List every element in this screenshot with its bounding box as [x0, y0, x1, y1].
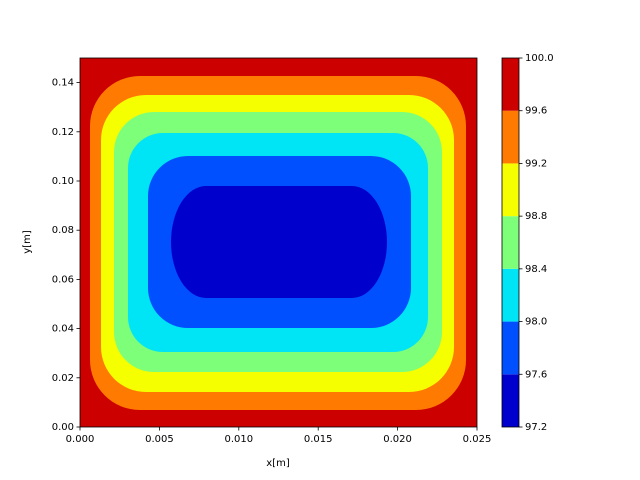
- colorbar-band: [502, 163, 519, 217]
- contour-region: [171, 186, 387, 298]
- x-tick-label: 0.010: [224, 434, 253, 445]
- colorbar-tick-label: 98.0: [525, 317, 547, 328]
- colorbar-tick-label: 98.8: [525, 211, 547, 222]
- colorbar-band: [502, 374, 519, 427]
- colorbar-tick-label: 100.0: [525, 53, 554, 64]
- y-tick-label: 0.10: [52, 176, 74, 187]
- colorbar-tick-label: 97.2: [525, 422, 547, 433]
- colorbar-band: [502, 58, 519, 111]
- x-tick-label: 0.025: [463, 434, 492, 445]
- plot-frame: [79, 57, 478, 428]
- colorbar-frame: [501, 57, 520, 428]
- y-tick-label: 0.12: [52, 127, 74, 138]
- colorbar-band: [502, 216, 519, 269]
- colorbar-tick-label: 99.6: [525, 106, 547, 117]
- x-axis-label: x[m]: [266, 458, 290, 469]
- x-tick-label: 0.015: [304, 434, 333, 445]
- colorbar-tick-label: 97.6: [525, 369, 547, 380]
- colorbar-tick-label: 99.2: [525, 158, 547, 169]
- y-tick-label: 0.04: [52, 324, 74, 335]
- x-tick-label: 0.000: [66, 434, 95, 445]
- y-tick-label: 0.02: [52, 373, 74, 384]
- x-tick-label: 0.020: [383, 434, 412, 445]
- y-tick-label: 0.06: [52, 274, 74, 285]
- colorbar-band: [502, 268, 519, 322]
- colorbar-tick-label: 98.4: [525, 264, 547, 275]
- y-tick-label: 0.08: [52, 225, 74, 236]
- y-axis-label: y[m]: [22, 230, 33, 254]
- colorbar-band: [502, 321, 519, 375]
- colorbar-band: [502, 110, 519, 164]
- y-tick-label: 0.00: [52, 422, 74, 433]
- x-tick-label: 0.005: [145, 434, 174, 445]
- y-tick-label: 0.14: [52, 78, 74, 89]
